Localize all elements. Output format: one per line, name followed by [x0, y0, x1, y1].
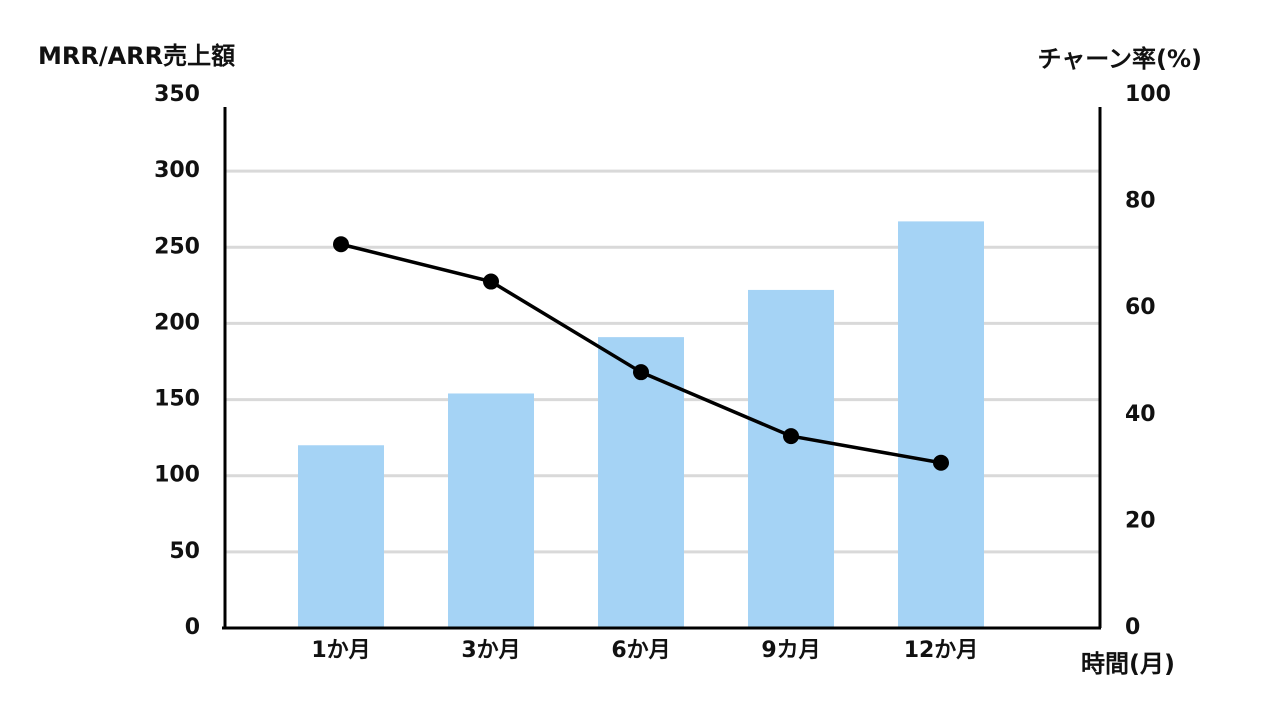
y-axis-title: MRR/ARR売上額	[38, 42, 235, 70]
y-tick-label: 150	[154, 387, 200, 412]
y2-tick-label: 60	[1125, 295, 1156, 320]
x-tick-label: 1か月	[311, 638, 370, 663]
bar	[448, 393, 534, 628]
bar	[898, 221, 984, 628]
y2-tick-label: 0	[1125, 615, 1140, 640]
marker	[933, 454, 949, 471]
x-tick-label: 6か月	[611, 638, 670, 663]
y-tick-label: 300	[154, 158, 200, 183]
y-tick-label: 50	[169, 539, 200, 564]
bar	[598, 337, 684, 628]
y2-tick-label: 80	[1125, 189, 1156, 214]
y-tick-label: 250	[154, 234, 200, 259]
x-axis-title: 時間(月)	[1081, 650, 1175, 678]
bar	[748, 289, 834, 628]
y-tick-label: 200	[154, 310, 200, 335]
y2-tick-label: 40	[1125, 402, 1156, 427]
y-tick-label: 350	[154, 82, 200, 107]
y2-axis-title: チャーン率(%)	[1037, 45, 1202, 73]
x-tick-label: 12か月	[904, 638, 979, 663]
marker	[783, 428, 799, 445]
y2-tick-label: 20	[1125, 508, 1156, 533]
y2-tick-label: 100	[1125, 82, 1171, 107]
y-tick-label: 100	[154, 463, 200, 488]
marker	[483, 273, 499, 290]
x-tick-label: 3か月	[461, 638, 520, 663]
marker	[333, 236, 349, 253]
y-tick-label: 0	[185, 615, 200, 640]
x-tick-label: 9カ月	[761, 638, 820, 663]
marker	[633, 364, 649, 381]
bar	[298, 445, 384, 628]
